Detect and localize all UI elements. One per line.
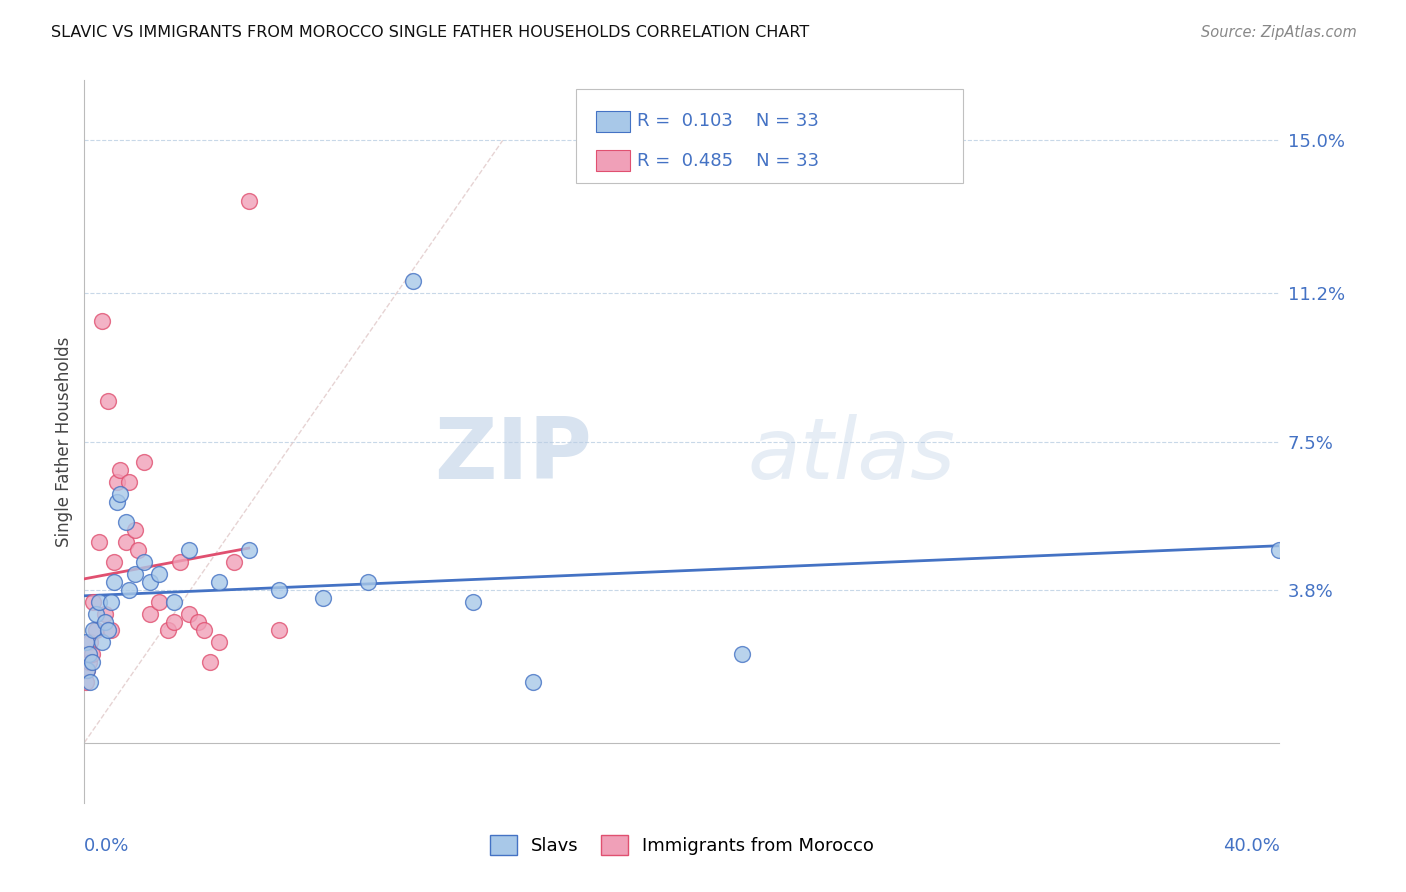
Point [115, 535, 138, 549]
Point [100, 595, 122, 609]
Point [312, 591, 335, 606]
Point [103, 575, 125, 590]
Text: R =  0.485    N = 33: R = 0.485 N = 33 [637, 152, 820, 169]
Point [522, 675, 544, 690]
Point [124, 567, 146, 582]
Point [89, 535, 111, 549]
Point [267, 623, 290, 637]
Point [169, 555, 191, 569]
Point [208, 575, 231, 590]
Text: SLAVIC VS IMMIGRANTS FROM MOROCCO SINGLE FATHER HOUSEHOLDS CORRELATION CHART: SLAVIC VS IMMIGRANTS FROM MOROCCO SINGLE… [51, 25, 808, 40]
Point [163, 595, 186, 609]
Point [77, 648, 100, 662]
Point [193, 623, 215, 637]
Text: R =  0.103    N = 33: R = 0.103 N = 33 [637, 112, 818, 130]
Point [79, 675, 101, 690]
Point [76, 664, 98, 678]
Point [222, 555, 245, 569]
Point [132, 555, 156, 569]
Legend: Slavs, Immigrants from Morocco: Slavs, Immigrants from Morocco [489, 835, 875, 855]
Point [238, 542, 260, 557]
Point [86, 623, 108, 637]
Point [79, 635, 101, 649]
Point [91, 635, 114, 649]
Point [148, 595, 170, 609]
Point [127, 542, 149, 557]
Point [163, 615, 186, 630]
Point [97, 623, 120, 637]
Point [103, 555, 125, 569]
Point [77, 655, 100, 669]
Point [139, 575, 162, 590]
Point [177, 607, 200, 622]
Point [86, 607, 108, 622]
Point [110, 487, 132, 501]
Point [132, 455, 156, 469]
Point [76, 664, 98, 678]
Point [110, 462, 132, 476]
Y-axis label: Single Father Households: Single Father Households [55, 336, 73, 547]
Point [198, 655, 221, 669]
Point [91, 314, 114, 328]
Point [118, 475, 141, 489]
Point [115, 515, 138, 529]
Text: atlas: atlas [748, 415, 956, 498]
Point [105, 475, 128, 489]
Text: ZIP: ZIP [434, 415, 592, 498]
Point [75, 675, 97, 690]
Point [148, 567, 170, 582]
Point [82, 623, 104, 637]
Point [89, 595, 111, 609]
Point [357, 575, 380, 590]
Text: 0.0%: 0.0% [84, 838, 129, 855]
Point [267, 583, 290, 598]
Point [82, 595, 104, 609]
Point [105, 494, 128, 508]
Point [187, 615, 209, 630]
Point [238, 194, 260, 208]
Point [94, 615, 117, 630]
Point [75, 635, 97, 649]
Point [80, 648, 103, 662]
Text: Source: ZipAtlas.com: Source: ZipAtlas.com [1201, 25, 1357, 40]
Point [402, 274, 425, 288]
Point [1268, 542, 1291, 557]
Point [157, 623, 180, 637]
Point [118, 583, 141, 598]
Point [124, 523, 146, 537]
Point [177, 542, 200, 557]
Point [97, 394, 120, 409]
Point [461, 595, 484, 609]
Point [731, 648, 754, 662]
Point [100, 623, 122, 637]
Point [139, 607, 162, 622]
Point [208, 635, 231, 649]
Point [94, 607, 117, 622]
Point [80, 655, 103, 669]
Text: 40.0%: 40.0% [1223, 838, 1279, 855]
